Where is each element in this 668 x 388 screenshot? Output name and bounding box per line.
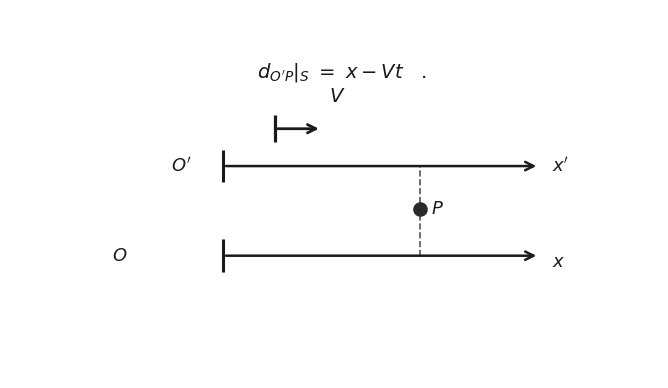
Text: $O$: $O$ (112, 247, 128, 265)
Text: $d_{O'P}|_S \ = \ x - Vt \quad .$: $d_{O'P}|_S \ = \ x - Vt \quad .$ (257, 61, 428, 85)
Text: $\mathbf{\mathit{V}}$: $\mathbf{\mathit{V}}$ (329, 87, 346, 106)
Point (415, 206, 426, 213)
Text: $O'$: $O'$ (172, 157, 192, 175)
Text: $x'$: $x'$ (552, 157, 569, 175)
Text: $x$: $x$ (552, 253, 565, 271)
Text: $P$: $P$ (432, 200, 444, 218)
